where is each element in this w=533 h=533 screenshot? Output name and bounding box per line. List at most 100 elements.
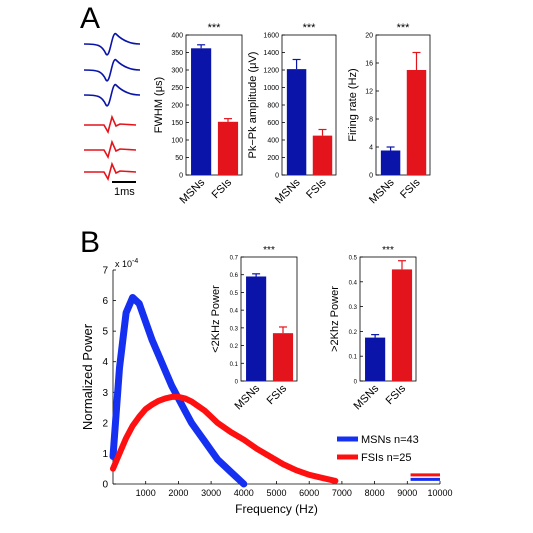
x-tick-label: 6000 xyxy=(299,488,319,498)
category-label: FSIs xyxy=(265,382,290,407)
x-axis-label: Frequency (Hz) xyxy=(235,502,318,516)
y-tick-label: 400 xyxy=(267,138,279,145)
category-label: MSNs xyxy=(233,382,263,412)
msn-bar xyxy=(286,69,307,175)
y-tick-label: 0.3 xyxy=(230,326,239,332)
y-axis-label: >2Khz Power xyxy=(329,286,341,352)
msn-bar xyxy=(191,48,212,175)
x-tick-label: 9000 xyxy=(397,488,417,498)
msn-bar xyxy=(365,337,386,381)
high-power-bar-chart: 0 0.1 0.2 0.3 0.4 0.5 MSNs FSIs *** >2Khz Power xyxy=(329,245,417,412)
y-tick-label: 200 xyxy=(171,103,183,110)
x-tick-label: 4000 xyxy=(234,488,254,498)
y-exponent-label: x 10-4 xyxy=(115,258,138,269)
fsi-spectrum-line xyxy=(110,393,339,484)
y-tick-label: 3 xyxy=(102,388,108,399)
fwhm-bar-chart: 0 50 100 150 200 250 300 350 400 MSNs FSIs *** FWHM … xyxy=(153,22,243,206)
category-label: MSNs xyxy=(352,382,382,412)
y-axis-label: Pk−Pk amplitude (μV) xyxy=(247,52,259,159)
significance-label: *** xyxy=(208,22,222,34)
panel-label-b: B xyxy=(80,226,100,259)
fsi-bar xyxy=(391,269,413,381)
amplitude-bar-chart: 0 200 400 600 800 1000 1200 1400 1600 MSNs FSIs ***… xyxy=(247,22,337,206)
y-tick-label: 0 xyxy=(354,380,358,386)
msn-bar xyxy=(246,276,267,381)
firing-rate-bar-chart: 0 4 8 12 16 20 MSNs FSIs *** Firing rate (Hz) xyxy=(347,22,431,206)
y-tick-label: 0.4 xyxy=(349,280,358,286)
fsi-bar xyxy=(406,70,427,175)
y-tick-label: 0.5 xyxy=(230,291,239,297)
y-exponent-power: -4 xyxy=(132,258,138,265)
category-label: FSIs xyxy=(384,382,409,407)
x-tick-label: 5000 xyxy=(266,488,286,498)
fsi-waveform xyxy=(84,139,137,160)
y-axis-label: Normalized Power xyxy=(80,323,95,430)
y-tick-label: 50 xyxy=(175,155,183,162)
y-tick-label: 12 xyxy=(365,89,373,96)
x-tick-label: 3000 xyxy=(201,488,221,498)
msn-waveform xyxy=(83,59,141,82)
y-tick-label: 400 xyxy=(171,33,183,40)
fsi-bar xyxy=(312,135,333,175)
x-tick-label: 10000 xyxy=(427,488,452,498)
fsi-bar xyxy=(217,121,239,175)
y-tick-label: 4 xyxy=(369,145,373,152)
y-tick-label: 1200 xyxy=(263,68,279,75)
y-tick-label: 0 xyxy=(235,380,239,386)
y-tick-label: 0 xyxy=(102,480,108,491)
y-tick-label: 20 xyxy=(365,33,373,40)
msn-spectrum-line xyxy=(109,294,248,488)
msn-bar xyxy=(380,150,401,175)
y-tick-label: 0.7 xyxy=(230,256,239,262)
y-tick-label: 600 xyxy=(267,120,279,127)
y-tick-label: 150 xyxy=(171,120,183,127)
y-tick-label: 350 xyxy=(171,50,183,57)
y-tick-label: 5 xyxy=(102,327,108,338)
y-tick-label: 16 xyxy=(365,61,373,68)
category-label: FSIs xyxy=(210,176,235,201)
low-power-bar-chart: 0 0.1 0.2 0.3 0.4 0.5 0.6 0.7 MSNs FSIs *** <2KHz P… xyxy=(210,245,298,412)
y-tick-label: 7 xyxy=(102,266,108,277)
legend-label: FSIs n=25 xyxy=(361,452,411,464)
y-tick-label: 200 xyxy=(267,155,279,162)
y-tick-label: 0.1 xyxy=(349,355,358,361)
y-tick-label: 100 xyxy=(171,138,183,145)
x-tick-label: 2000 xyxy=(168,488,188,498)
significance-label: *** xyxy=(382,245,394,256)
y-tick-label: 8 xyxy=(369,117,373,124)
y-tick-label: 0.2 xyxy=(230,344,239,350)
category-label: MSNs xyxy=(178,176,208,206)
category-label: FSIs xyxy=(398,176,423,201)
category-label: MSNs xyxy=(367,176,397,206)
y-axis-label: Firing rate (Hz) xyxy=(347,68,359,141)
significance-label: *** xyxy=(303,22,317,34)
plot-frame xyxy=(375,34,431,176)
category-label: FSIs xyxy=(304,176,329,201)
y-tick-label: 800 xyxy=(267,103,279,110)
fsi-waveform xyxy=(84,161,137,182)
y-tick-label: 1600 xyxy=(263,33,279,40)
legend-label: MSNs n=43 xyxy=(361,434,419,446)
y-tick-label: 0.6 xyxy=(230,273,239,279)
y-tick-label: 1400 xyxy=(263,50,279,57)
y-tick-label: 6 xyxy=(102,296,108,307)
y-tick-label: 0 xyxy=(369,173,373,180)
y-tick-label: 1000 xyxy=(263,85,279,92)
x-tick-label: 8000 xyxy=(365,488,385,498)
plot-frame xyxy=(240,256,298,382)
y-tick-label: 250 xyxy=(171,85,183,92)
waveform-scale-label: 1ms xyxy=(114,186,135,198)
fsi-waveform xyxy=(84,114,137,135)
y-tick-label: 0 xyxy=(179,173,183,180)
category-label: MSNs xyxy=(273,176,303,206)
msn-waveform xyxy=(83,33,141,56)
y-tick-label: 0 xyxy=(275,173,279,180)
y-axis-label: FWHM (μs) xyxy=(153,77,165,133)
power-spectrum-chart: 0 1 2 3 4 5 6 7 1000 2000 3000 4000 5000 6000 7000 8000… xyxy=(80,258,453,516)
y-tick-label: 0.2 xyxy=(349,330,358,336)
y-tick-label: 0.4 xyxy=(230,309,239,315)
spike-waveforms xyxy=(83,33,141,182)
y-tick-label: 2 xyxy=(102,418,108,429)
significance-label: *** xyxy=(263,245,275,256)
